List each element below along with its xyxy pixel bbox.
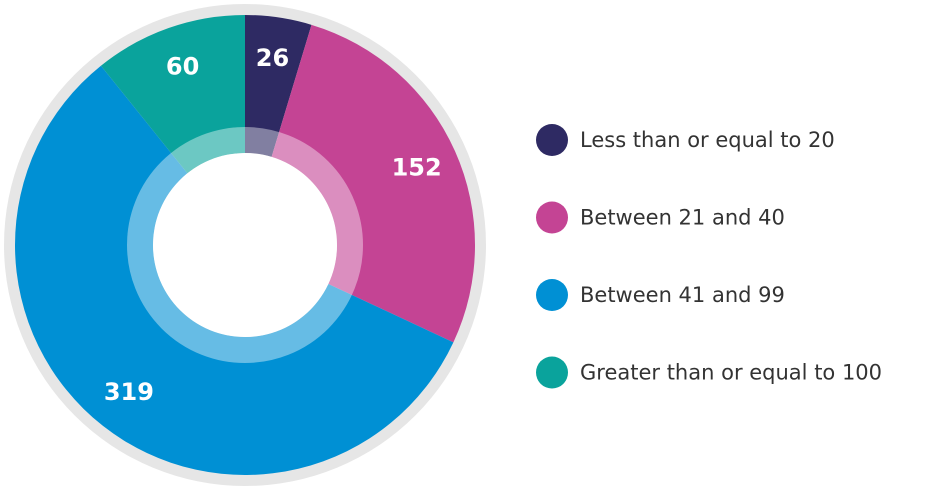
donut-segment [271, 24, 475, 343]
value-label: 152 [392, 153, 442, 181]
inner-ring [127, 127, 363, 363]
donut-segment [14, 65, 454, 476]
legend-label: Greater than or equal to 100 [580, 361, 882, 385]
value-label: 60 [166, 53, 199, 81]
legend-label: Less than or equal to 20 [580, 128, 835, 152]
legend-label: Between 41 and 99 [580, 283, 785, 307]
donut-segment [100, 15, 245, 174]
legend-swatch [536, 201, 568, 234]
legend-swatch [536, 279, 568, 311]
value-label: 26 [256, 44, 289, 72]
value-label: 319 [104, 378, 154, 406]
legend-swatch [536, 356, 568, 389]
legend-swatch [536, 124, 568, 156]
legend-label: Between 21 and 40 [580, 206, 785, 230]
center-hole [153, 153, 337, 337]
donut-segment [245, 15, 312, 157]
